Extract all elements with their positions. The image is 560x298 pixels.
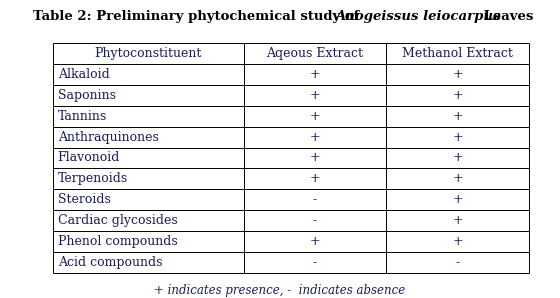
Text: Anthraquinones: Anthraquinones — [58, 131, 158, 144]
Text: Cardiac glycosides: Cardiac glycosides — [58, 214, 178, 227]
Text: Aqeous Extract: Aqeous Extract — [267, 47, 363, 60]
Text: Tannins: Tannins — [58, 110, 107, 123]
Text: -: - — [313, 193, 317, 206]
Text: +: + — [310, 68, 320, 81]
Text: Table 2: Preliminary phytochemical study of: Table 2: Preliminary phytochemical study… — [33, 10, 364, 24]
Text: +: + — [452, 193, 463, 206]
Text: Alkaloid: Alkaloid — [58, 68, 109, 81]
Text: -: - — [313, 214, 317, 227]
Text: +: + — [310, 172, 320, 185]
Text: Flavonoid: Flavonoid — [58, 151, 120, 164]
Text: Terpenoids: Terpenoids — [58, 172, 128, 185]
Text: +: + — [310, 110, 320, 123]
Text: Steroids: Steroids — [58, 193, 110, 206]
Text: +: + — [452, 151, 463, 164]
Text: Leaves: Leaves — [479, 10, 533, 24]
Text: Methanol Extract: Methanol Extract — [403, 47, 513, 60]
Text: +: + — [310, 131, 320, 144]
Text: Phytoconstituent: Phytoconstituent — [95, 47, 202, 60]
Text: Saponins: Saponins — [58, 89, 116, 102]
Text: +: + — [310, 151, 320, 164]
Text: Anogeissus leiocarpus: Anogeissus leiocarpus — [335, 10, 501, 24]
Text: +: + — [452, 214, 463, 227]
Text: +: + — [452, 110, 463, 123]
Text: +: + — [310, 89, 320, 102]
Text: + indicates presence, -  indicates absence: + indicates presence, - indicates absenc… — [155, 284, 405, 297]
Text: Phenol compounds: Phenol compounds — [58, 235, 178, 248]
Text: +: + — [452, 89, 463, 102]
Text: -: - — [313, 256, 317, 269]
Text: -: - — [456, 256, 460, 269]
Text: +: + — [452, 235, 463, 248]
Text: +: + — [452, 68, 463, 81]
Text: +: + — [310, 235, 320, 248]
Text: +: + — [452, 131, 463, 144]
Text: +: + — [452, 172, 463, 185]
Text: Acid compounds: Acid compounds — [58, 256, 162, 269]
